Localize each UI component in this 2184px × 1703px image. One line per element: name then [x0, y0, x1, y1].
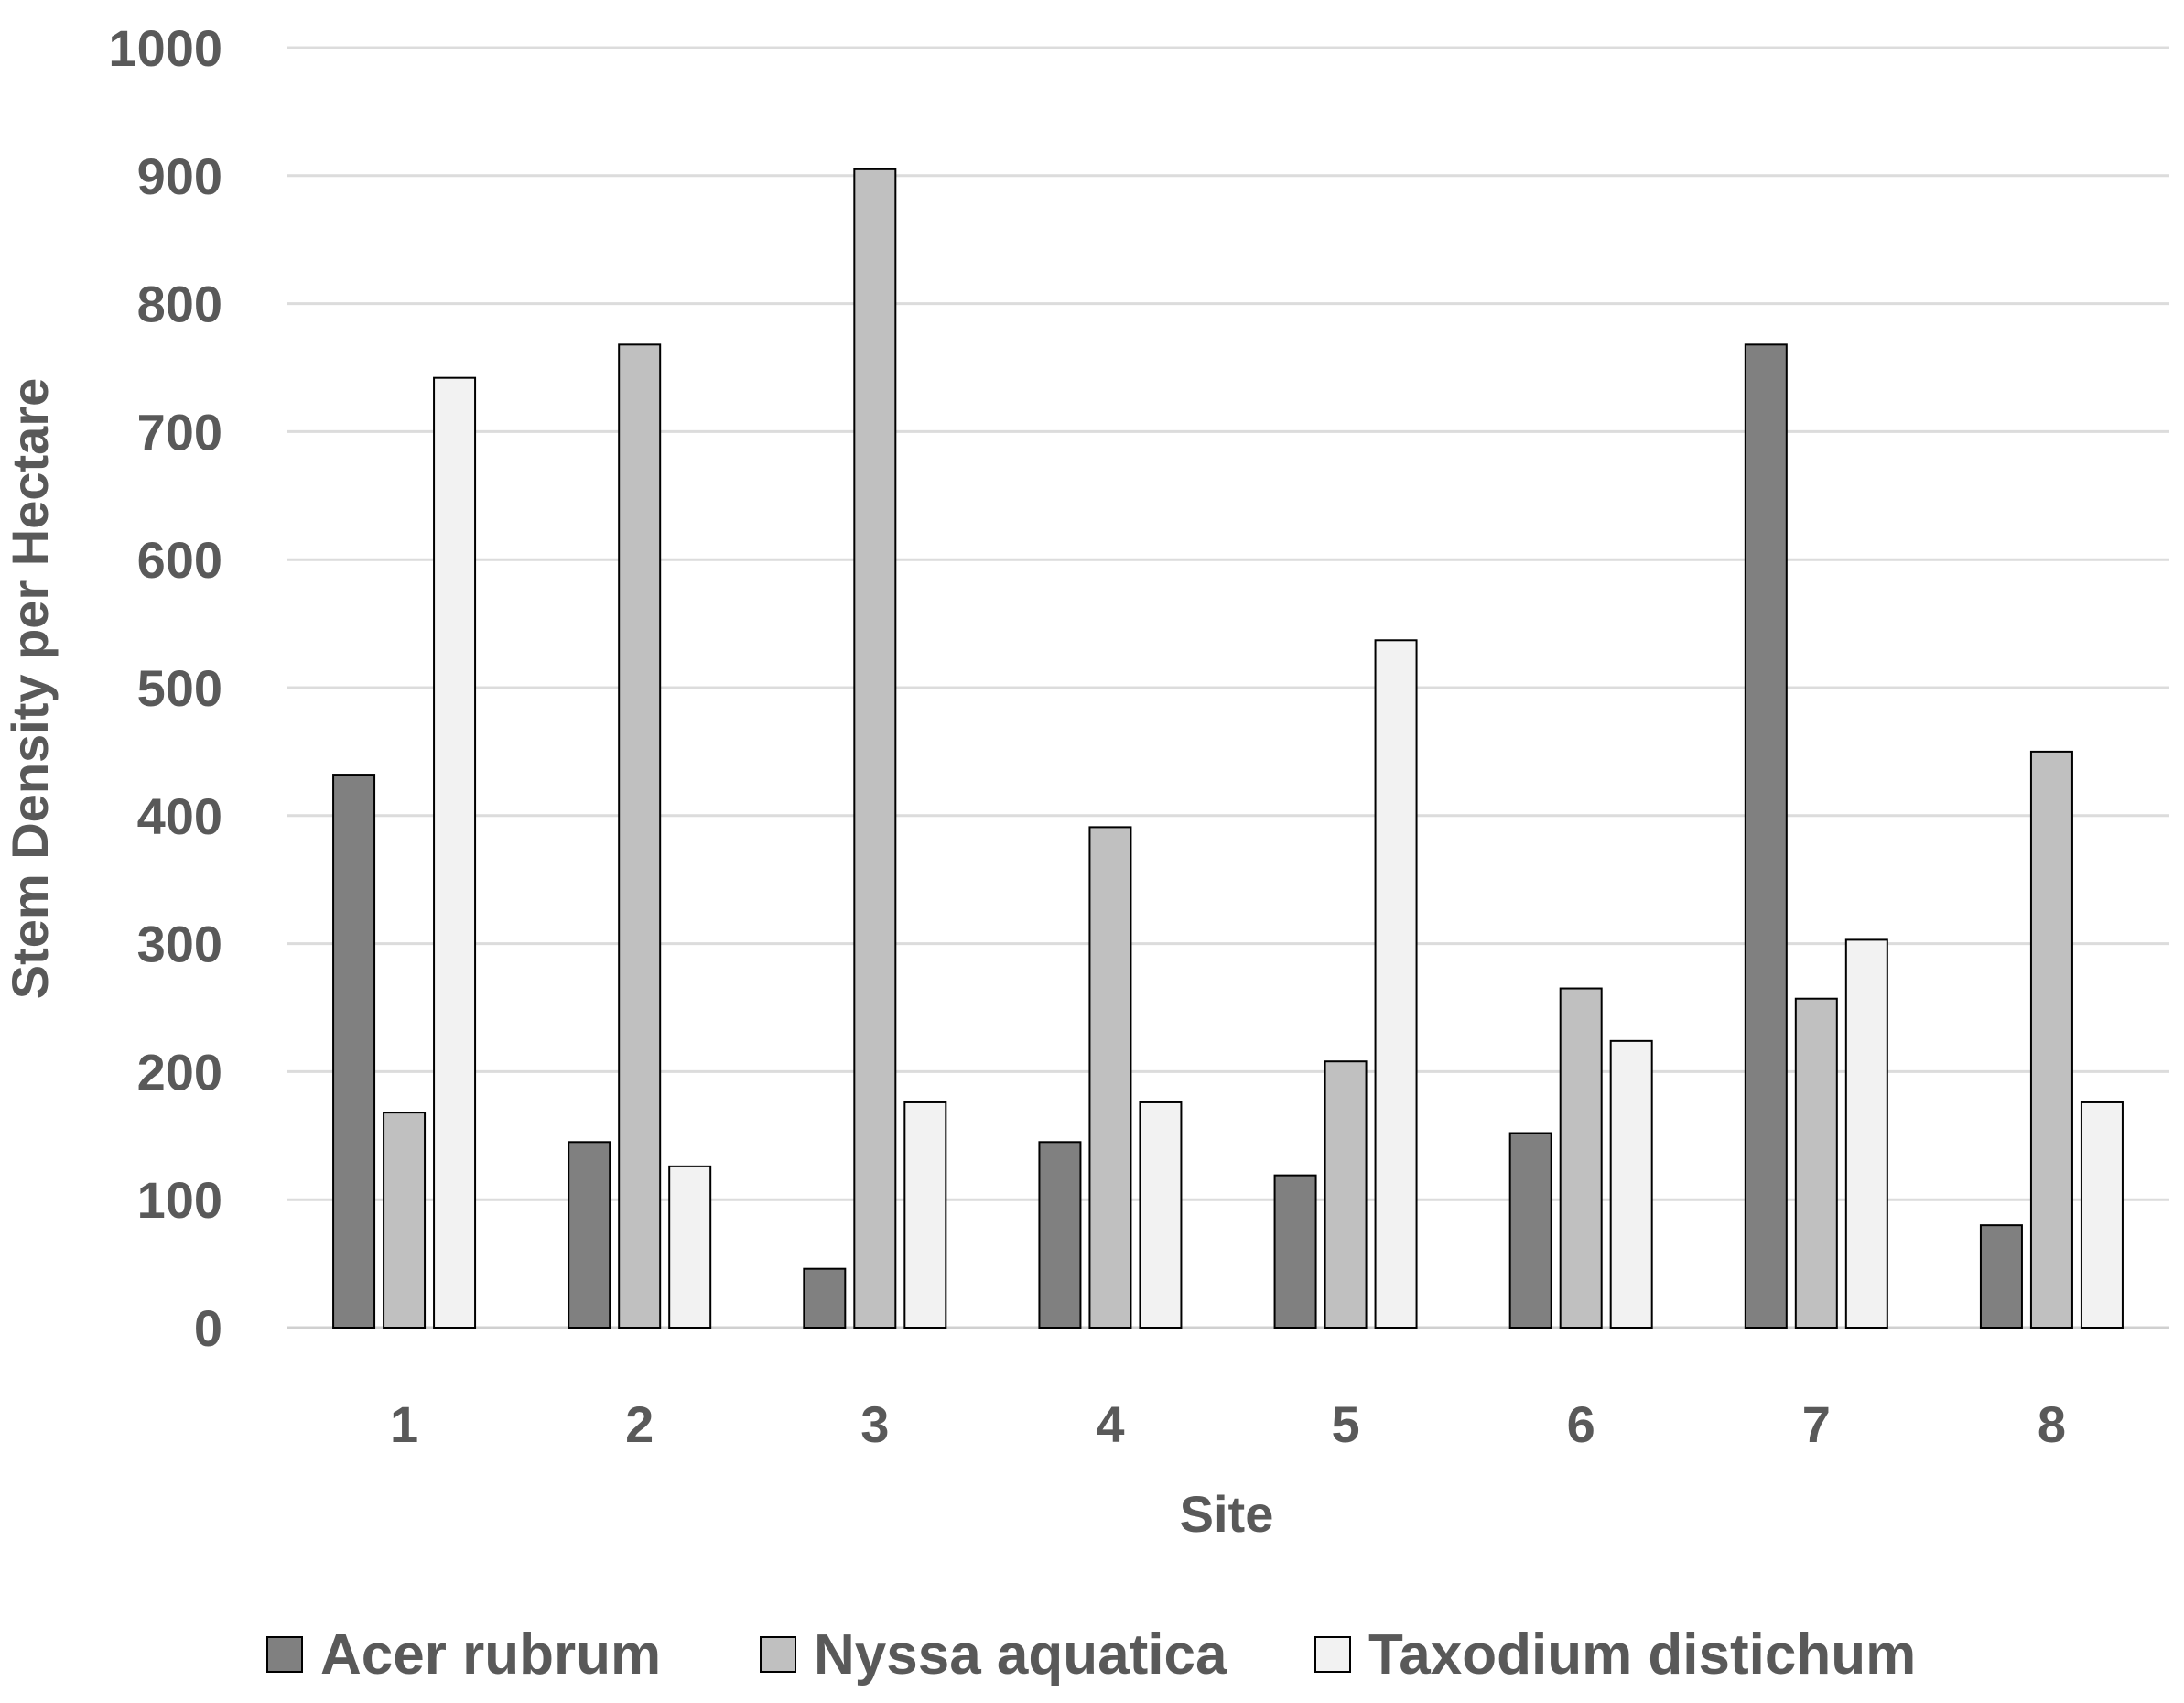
legend-swatch: [266, 1636, 303, 1673]
x-axis-title: Site: [1180, 1485, 1274, 1543]
x-tick-label: 8: [2038, 1395, 2066, 1453]
y-tick-label: 1000: [108, 19, 222, 77]
y-tick-label: 200: [137, 1043, 222, 1101]
y-tick-label: 600: [137, 531, 222, 589]
bar: [1088, 826, 1132, 1329]
x-tick-label: 5: [1331, 1395, 1359, 1453]
y-tick-label: 0: [194, 1299, 222, 1357]
x-tick-label: 6: [1567, 1395, 1595, 1453]
y-tick-label: 300: [137, 916, 222, 973]
y-axis-ticks: 0 100 200 300 400 500 600 700 800 900 1000: [108, 19, 222, 1357]
bar: [2080, 1101, 2124, 1329]
bar: [1374, 639, 1418, 1329]
bar: [1744, 343, 1788, 1329]
y-tick-label: 900: [137, 147, 222, 205]
legend-label: Nyssa aquatica: [814, 1623, 1227, 1687]
bar: [1273, 1174, 1317, 1329]
y-tick-label: 800: [137, 276, 222, 333]
bar: [803, 1267, 847, 1329]
x-tick-label: 4: [1096, 1395, 1124, 1453]
y-tick-label: 400: [137, 787, 222, 845]
legend-swatch: [1314, 1636, 1351, 1673]
bar: [853, 168, 897, 1329]
x-axis-ticks: 1 2 3 4 5 6 7 8: [390, 1395, 2066, 1453]
legend-swatch: [760, 1636, 796, 1673]
bar: [1844, 938, 1888, 1329]
bar: [1139, 1101, 1183, 1329]
bar: [332, 774, 376, 1329]
x-tick-label: 3: [860, 1395, 889, 1453]
bar: [618, 343, 662, 1329]
bar: [1508, 1132, 1552, 1329]
bar: [568, 1141, 611, 1329]
bars: [332, 168, 2124, 1329]
x-tick-label: 2: [625, 1395, 654, 1453]
bar: [433, 376, 477, 1329]
legend-label: Taxodium distichum: [1368, 1623, 1916, 1687]
bar: [2029, 750, 2073, 1329]
y-tick-label: 100: [137, 1171, 222, 1229]
y-tick-label: 700: [137, 403, 222, 461]
bar: [1038, 1141, 1082, 1329]
bar: [668, 1165, 712, 1329]
y-axis-title: Stem Density per Hectare: [1, 378, 59, 1000]
legend: Acer rubrum Nyssa aquatica Taxodium distic…: [266, 1623, 1916, 1687]
bar: [1794, 997, 1838, 1329]
bar: [1609, 1039, 1653, 1329]
legend-label: Acer rubrum: [320, 1623, 661, 1687]
y-tick-label: 500: [137, 659, 222, 717]
x-tick-label: 1: [390, 1395, 418, 1453]
bar: [903, 1101, 947, 1329]
bar: [1979, 1224, 2023, 1329]
bar: [1324, 1060, 1368, 1329]
bar: [1559, 987, 1603, 1329]
x-tick-label: 7: [1802, 1395, 1831, 1453]
bar: [383, 1112, 427, 1329]
